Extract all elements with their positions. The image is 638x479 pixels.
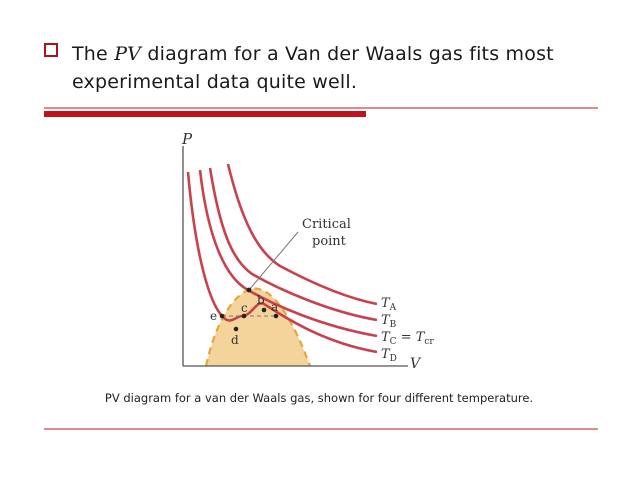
- pv-diagram: P V Critical point a b c d e TA TB TC = …: [170, 130, 438, 370]
- point-d-label: d: [231, 333, 239, 347]
- point-e-label: e: [210, 309, 217, 323]
- critical-label-1: Critical: [302, 217, 351, 232]
- isotherm-a-label: TA: [381, 296, 397, 313]
- v-axis-label: V: [410, 356, 422, 370]
- point-c-dot: [241, 313, 247, 319]
- point-b-dot: [261, 307, 267, 313]
- critical-point-dot: [246, 287, 252, 293]
- point-c-label: c: [241, 301, 248, 315]
- diagram-caption: PV diagram for a van der Waals gas, show…: [104, 391, 534, 405]
- top-rule: [44, 107, 598, 117]
- bullet-checkbox-icon: [44, 43, 58, 57]
- two-phase-region: [206, 288, 310, 366]
- point-a-label: a: [271, 300, 278, 314]
- critical-label-2: point: [312, 234, 347, 249]
- point-b-label: b: [257, 293, 265, 307]
- isotherm-b-label: TB: [381, 313, 397, 330]
- bullet-prefix: The: [72, 43, 115, 65]
- p-axis-label: P: [181, 130, 193, 148]
- isotherm-b: [208, 167, 378, 322]
- bottom-rule: [44, 428, 598, 430]
- point-e-dot: [219, 313, 225, 319]
- isotherm-c-label: TC = Tcr: [381, 330, 434, 347]
- bullet-rest: diagram for a Van der Waals gas fits mos…: [72, 43, 554, 93]
- point-d-dot: [233, 326, 239, 332]
- bullet-pv: PV: [114, 43, 142, 65]
- isotherm-d-label: TD: [381, 347, 397, 364]
- bullet-text: The PV diagram for a Van der Waals gas f…: [72, 40, 632, 96]
- isotherm-a: [226, 163, 378, 306]
- point-a-dot: [273, 313, 279, 319]
- critical-leader: [248, 231, 299, 291]
